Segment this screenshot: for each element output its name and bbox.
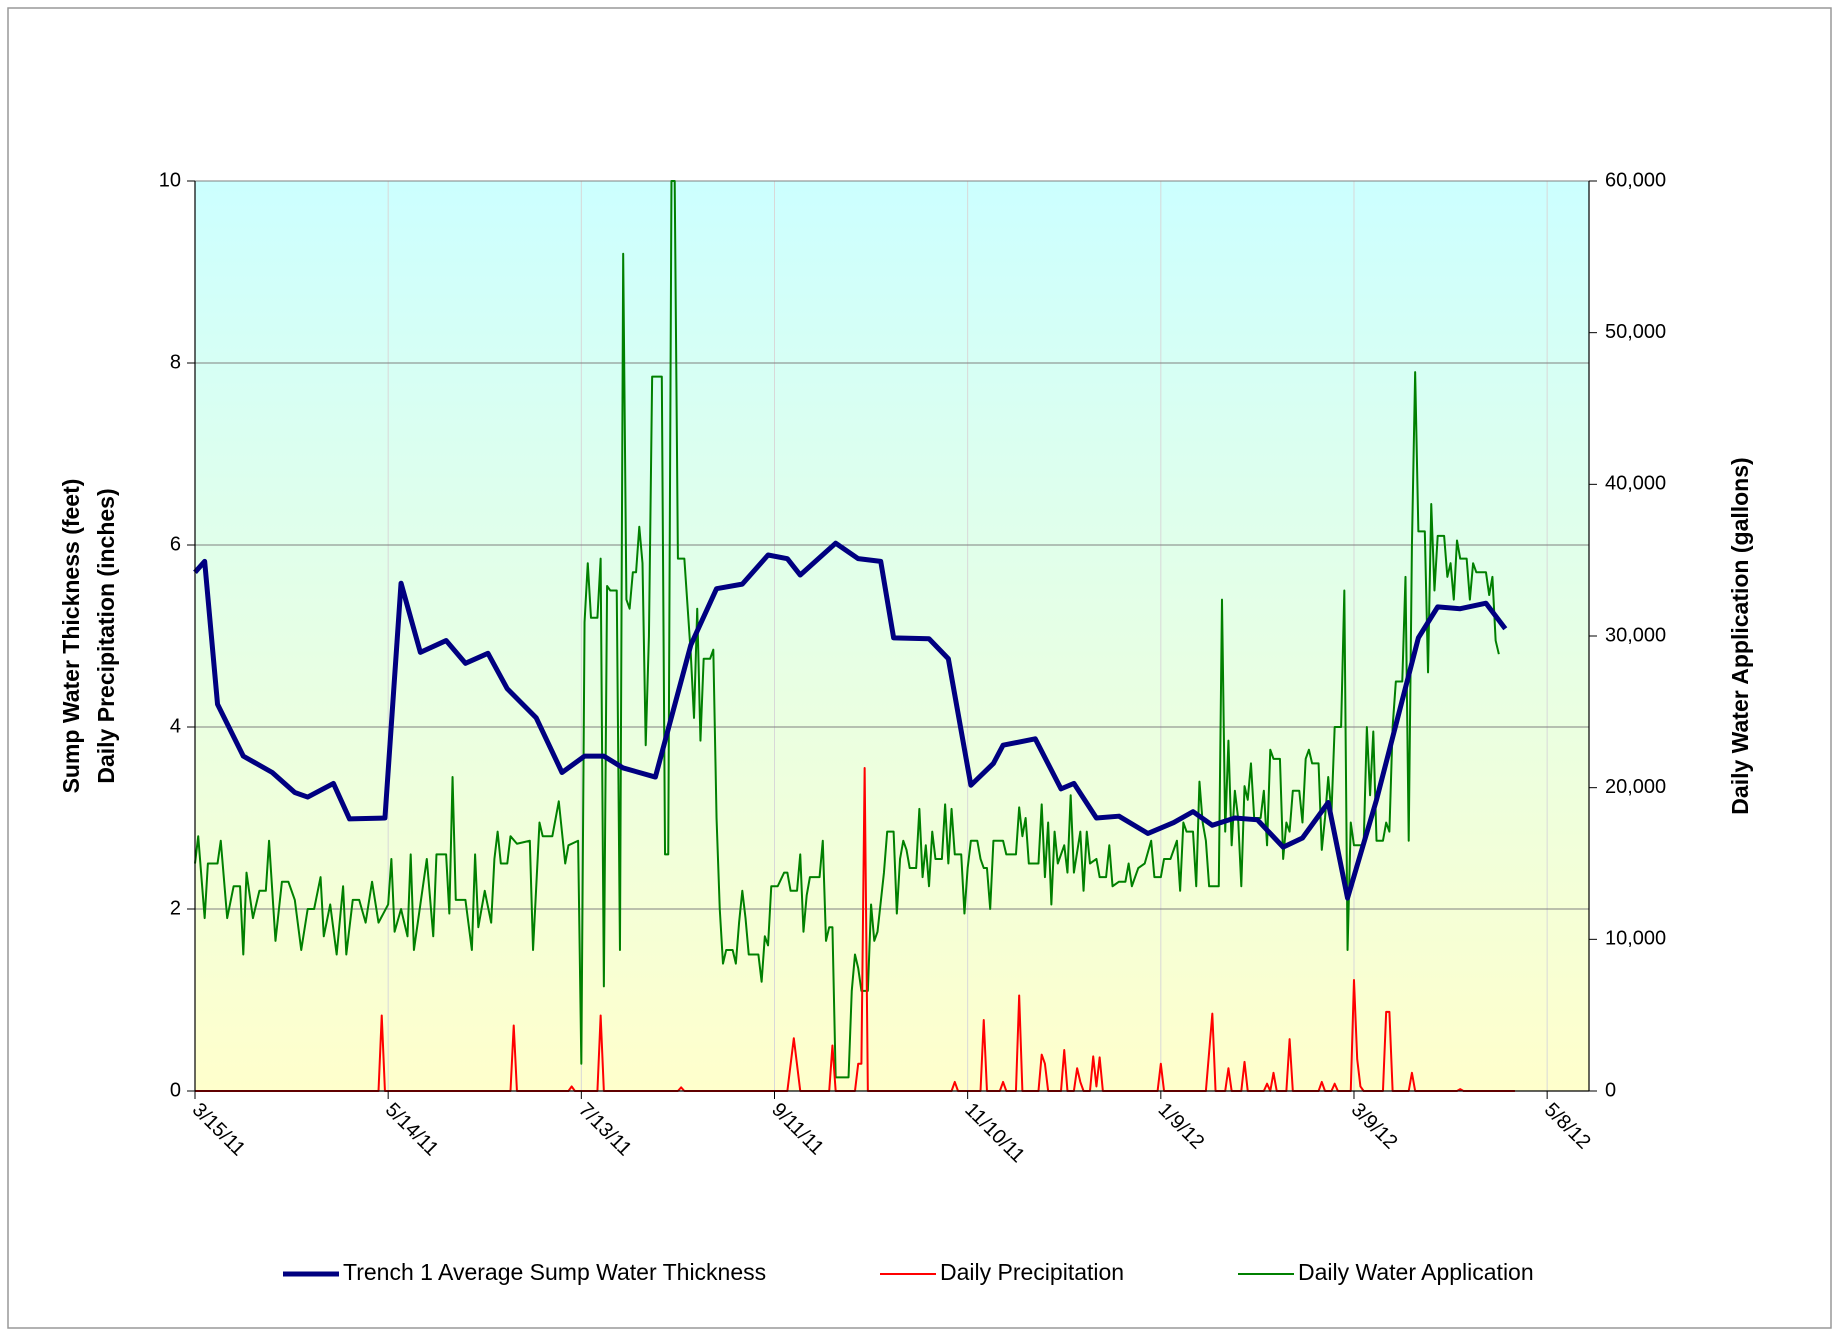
y2-tick-label: 50,000 bbox=[1605, 321, 1666, 343]
y-axis-title: Daily Precipitation (inches) bbox=[93, 488, 119, 783]
y-tick-label: 4 bbox=[170, 715, 181, 737]
series-line bbox=[194, 180, 1500, 1079]
y-tick-label: 0 bbox=[170, 1079, 181, 1101]
legend-label: Daily Water Application bbox=[1298, 1259, 1534, 1285]
y2-axis-title: Daily Water Application (gallons) bbox=[1727, 457, 1753, 814]
y2-tick-label: 60,000 bbox=[1605, 169, 1666, 191]
series-line bbox=[193, 540, 1508, 901]
y2-tick-label: 40,000 bbox=[1605, 473, 1666, 495]
legend-label: Daily Precipitation bbox=[940, 1259, 1124, 1285]
y2-tick-label: 20,000 bbox=[1605, 776, 1666, 798]
y2-tick-label: 10,000 bbox=[1605, 928, 1666, 950]
y2-tick-label: 30,000 bbox=[1605, 624, 1666, 646]
y-tick-label: 8 bbox=[170, 351, 181, 373]
y-tick-label: 10 bbox=[159, 169, 181, 191]
y-tick-label: 6 bbox=[170, 533, 181, 555]
legend-label: Trench 1 Average Sump Water Thickness bbox=[343, 1259, 766, 1285]
y2-tick-label: 0 bbox=[1605, 1079, 1616, 1101]
y-axis-title: Sump Water Thickness (feet) bbox=[58, 479, 84, 794]
y-tick-label: 2 bbox=[170, 897, 181, 919]
legend: Trench 1 Average Sump Water Thickness Dai… bbox=[283, 1259, 1534, 1285]
